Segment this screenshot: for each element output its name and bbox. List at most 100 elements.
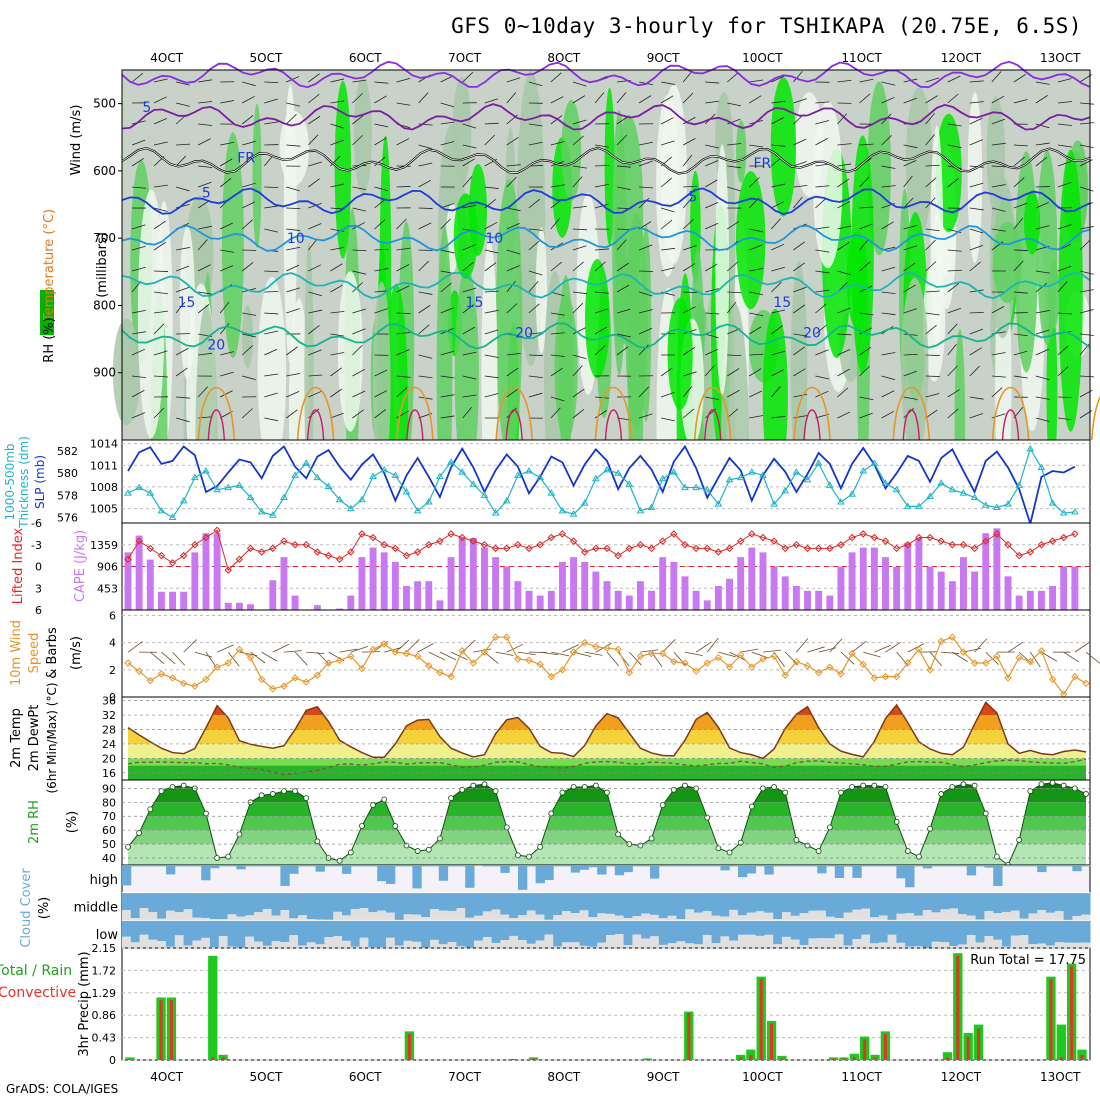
lifted-index-point (536, 541, 544, 549)
wind-speed-point (358, 664, 366, 673)
cloud-clear-cell (403, 914, 413, 921)
wind-barb (308, 325, 320, 335)
cloud-clear-cell (192, 917, 202, 921)
wind-barb (572, 165, 587, 169)
lifted-index-point (993, 530, 1001, 538)
wind-barb (638, 244, 653, 251)
panel-frame (121, 609, 1091, 698)
rh-cell (304, 242, 314, 502)
wind-barb (462, 406, 472, 419)
cloud-clear-cell (799, 945, 809, 948)
wind-barb (374, 409, 386, 419)
cloud-clear-cell (289, 935, 299, 948)
cape-bar (369, 547, 377, 610)
wind-barb (594, 410, 607, 419)
cloud-clear-cell (201, 937, 211, 948)
thickness-point (970, 493, 979, 501)
lifted-index-point (157, 551, 166, 560)
wind-barb (815, 289, 830, 293)
cloud-cell (570, 920, 581, 943)
wind-barb (718, 651, 736, 658)
wind-barb (219, 301, 230, 314)
cloud-cell (394, 920, 405, 946)
cloud-cell (509, 892, 519, 919)
cloud-clear-cell (562, 942, 572, 948)
wind-barb (705, 144, 719, 149)
cloud-cell (342, 920, 352, 941)
wind-barb (749, 390, 763, 398)
wind-barb (885, 641, 901, 653)
cloud-cell (262, 865, 273, 867)
panel-label: Speed (27, 633, 42, 674)
wind-barb (749, 291, 764, 296)
cloud-cell (342, 865, 352, 874)
panel-label: (%) (65, 811, 80, 834)
cloud-clear-cell (447, 910, 457, 921)
wind-barb (991, 184, 1006, 188)
wind-speed-point (146, 676, 154, 685)
wind-barb (793, 98, 807, 104)
wind-barb (682, 347, 696, 356)
lifted-index-point (1060, 533, 1068, 542)
wind-barb (264, 228, 279, 233)
lifted-index-point (302, 541, 310, 549)
wind-barb (572, 327, 586, 335)
wind-barb (330, 155, 341, 167)
wind-barb (462, 394, 477, 398)
cloud-cell (905, 865, 915, 888)
wind-barb (396, 312, 411, 314)
cloud-clear-cell (790, 915, 801, 921)
lifted-index-point (982, 537, 990, 545)
cloud-clear-cell (254, 912, 264, 921)
cloud-cell (1072, 892, 1082, 916)
wind-barb (705, 100, 720, 104)
wind-barb (907, 643, 924, 653)
wind-barb (815, 349, 829, 356)
cloud-cell (931, 892, 941, 913)
lifted-index-point (892, 544, 901, 553)
wind-barb (484, 375, 499, 379)
panel-label: Cloud Cover (19, 868, 34, 948)
cape-bar (926, 566, 934, 610)
wind-speed-point (625, 668, 633, 677)
cloud-cell (535, 865, 545, 884)
cloud-clear-cell (210, 919, 220, 921)
wind-barb (859, 143, 874, 146)
cloud-cell (298, 920, 308, 946)
cloud-cell (870, 865, 880, 867)
wind-speed-point (970, 659, 979, 667)
wind-barb (793, 138, 807, 146)
cloud-cell (1002, 892, 1012, 912)
wind-barb (417, 643, 434, 653)
wind-speed-point (213, 663, 221, 671)
wind-barb (220, 351, 234, 356)
wind-barb (925, 324, 937, 335)
rh-cell (561, 99, 582, 202)
cloud-cell (984, 865, 994, 868)
cloud-cell (852, 892, 862, 910)
cloud-cell (130, 892, 141, 919)
wind-barb (705, 179, 718, 188)
wind-barb (197, 138, 211, 146)
cloud-cell (834, 892, 845, 919)
cloud-clear-cell (438, 910, 449, 921)
wind-barb (462, 158, 475, 167)
cloud-clear-cell (394, 945, 405, 948)
wind-barb (306, 651, 325, 655)
cape-bar (436, 600, 444, 610)
cloud-cell (694, 892, 704, 913)
wind-barb (330, 352, 345, 356)
wind-barb (947, 307, 962, 314)
wind-barb (638, 160, 653, 167)
wind-barb (771, 218, 781, 230)
hot-contour (505, 409, 523, 441)
rh-point (904, 848, 911, 854)
cloud-cell (421, 865, 431, 867)
cloud-clear-cell (218, 936, 229, 948)
wind-barb (1057, 160, 1072, 167)
wind-barb (572, 365, 583, 377)
isotherm-T20 (121, 322, 1091, 350)
lifted-index-point (380, 541, 388, 549)
wind-barb (131, 390, 145, 398)
rh-cell (846, 231, 868, 329)
